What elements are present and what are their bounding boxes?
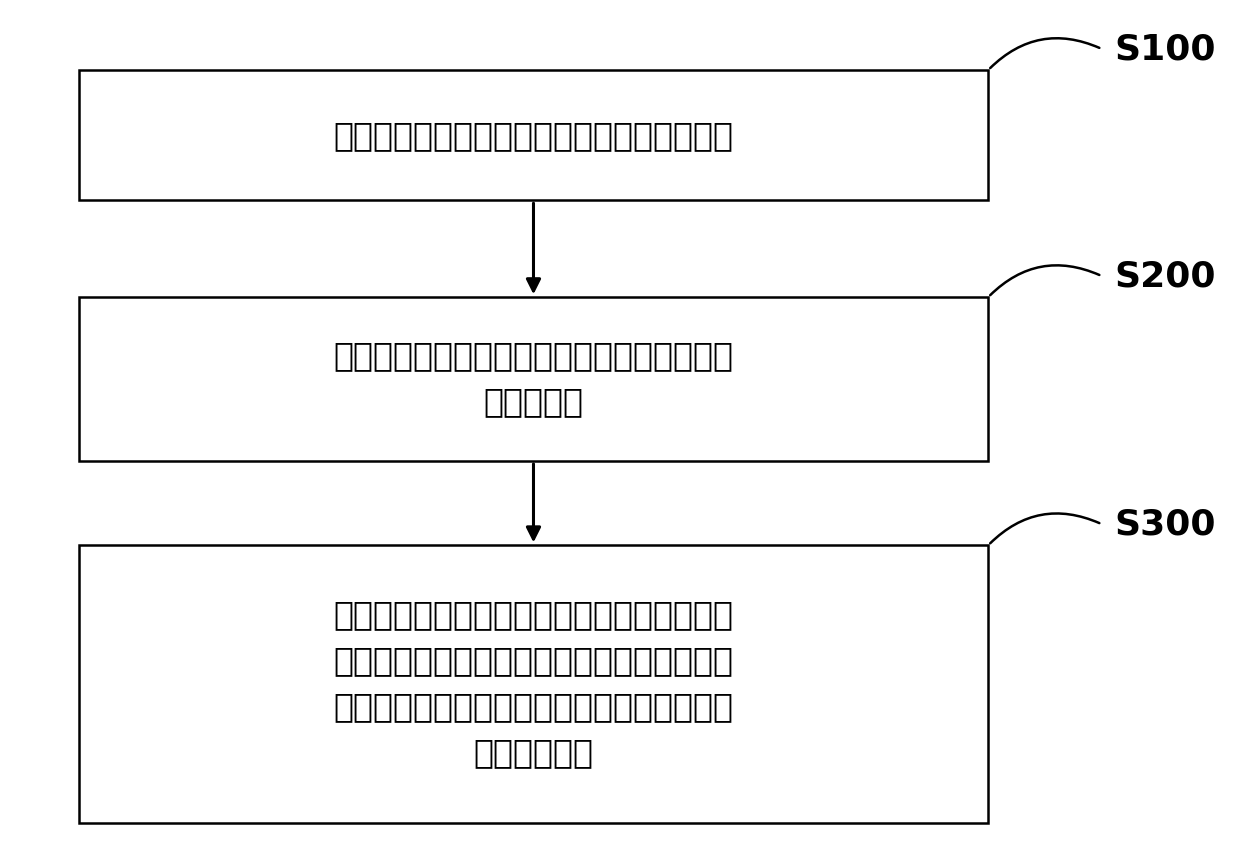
Bar [79,70,988,200]
Text: S300: S300 [1114,507,1215,541]
Text: 设置单层及多层网块走线的方向以及走线规则: 设置单层及多层网块走线的方向以及走线规则 [334,119,734,151]
Text: 根据走线的方向以及走线规则确定网块搜索的
方向和代价: 根据走线的方向以及走线规则确定网块搜索的 方向和代价 [334,339,734,419]
Text: S200: S200 [1114,259,1215,293]
Text: S100: S100 [1114,32,1215,66]
Bar [79,545,988,823]
Text: 根据所述确定网块搜索的方向和代价，分裂模
块获得分裂后的网块每个具体方向的点的代价
，拓展模块选择拓展方向、搜索邻域模块选择
最优搜索路径: 根据所述确定网块搜索的方向和代价，分裂模 块获得分裂后的网块每个具体方向的点的代… [334,598,734,770]
Bar [79,298,988,461]
